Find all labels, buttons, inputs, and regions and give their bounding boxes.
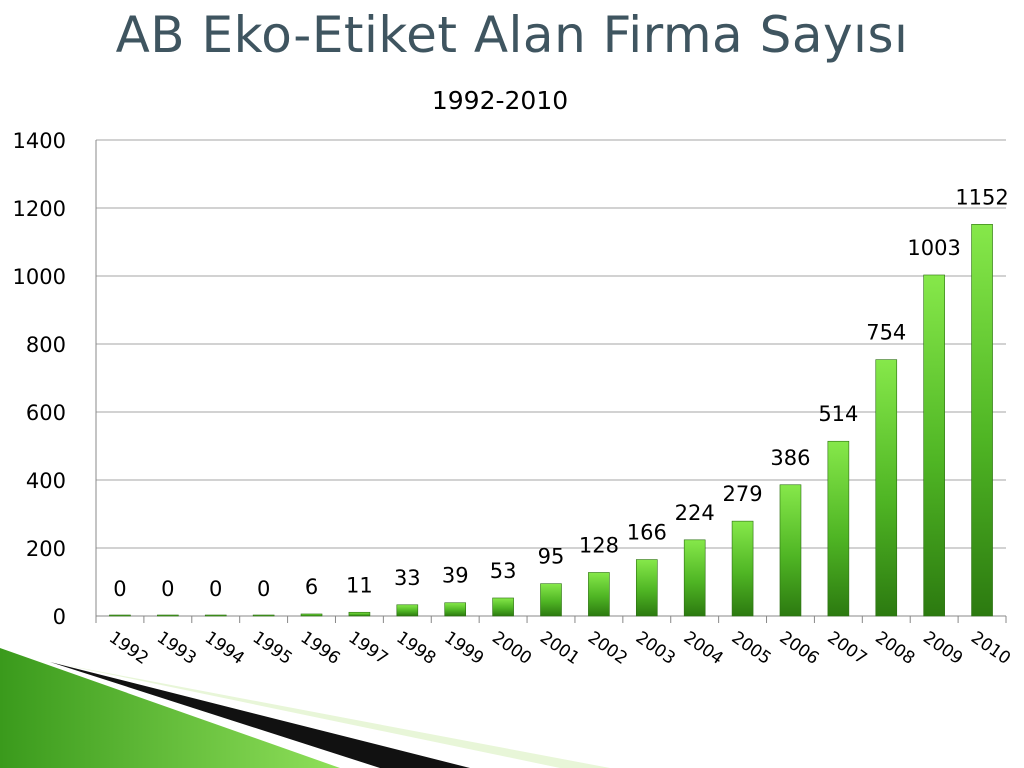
decor-green-wedge	[0, 648, 340, 768]
decor-pale-wedge	[60, 664, 610, 768]
y-tick-label: 1400	[13, 129, 66, 153]
bar	[157, 614, 179, 617]
y-tick-label: 0	[53, 605, 66, 629]
data-label: 95	[538, 545, 565, 569]
bar	[827, 440, 850, 617]
y-tick-label: 800	[26, 333, 66, 357]
bar	[923, 274, 945, 617]
data-label: 279	[723, 482, 763, 506]
y-tick-label: 600	[26, 401, 66, 425]
data-label: 39	[442, 564, 469, 588]
bar	[683, 539, 706, 617]
bar	[252, 614, 275, 617]
data-label: 166	[627, 521, 667, 545]
decor-black-wedge	[50, 662, 470, 768]
bar	[204, 614, 227, 617]
bar	[588, 572, 610, 617]
data-label: 754	[866, 321, 906, 345]
bar	[444, 602, 467, 617]
data-label: 514	[818, 402, 858, 426]
bar	[109, 614, 131, 617]
bar	[731, 520, 754, 617]
y-tick-label: 200	[26, 537, 66, 561]
y-tick-label: 1200	[13, 197, 66, 221]
data-label: 6	[305, 575, 318, 599]
bar	[396, 604, 419, 617]
data-label: 224	[675, 501, 715, 525]
data-label: 0	[257, 577, 270, 601]
data-label: 128	[579, 533, 619, 557]
data-label: 0	[161, 577, 174, 601]
bar	[300, 613, 323, 617]
bar	[779, 484, 802, 617]
data-label: 1003	[907, 236, 960, 260]
data-label: 11	[346, 573, 373, 597]
data-label: 0	[209, 577, 222, 601]
bar	[348, 611, 371, 617]
bar	[540, 583, 562, 617]
data-label: 53	[490, 559, 517, 583]
bar	[875, 359, 898, 617]
bar	[971, 224, 993, 617]
bar	[492, 597, 514, 617]
bar	[635, 559, 658, 617]
data-label: 33	[394, 566, 421, 590]
slide-title: AB Eko-Etiket Alan Firma Sayısı	[115, 6, 909, 64]
data-label: 386	[770, 446, 810, 470]
y-tick-label: 400	[26, 469, 66, 493]
data-label: 1152	[955, 185, 1008, 209]
chart-title: 1992-2010	[431, 86, 569, 115]
y-tick-label: 1000	[13, 265, 66, 289]
data-label: 0	[113, 577, 126, 601]
